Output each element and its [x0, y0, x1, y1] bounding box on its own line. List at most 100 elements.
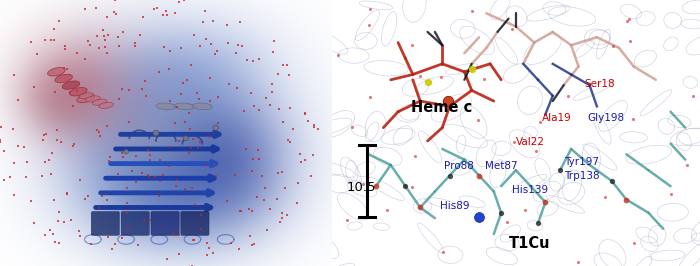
Point [40, 132, 51, 136]
Point [94, 46, 105, 50]
Point [285, 106, 296, 111]
Ellipse shape [62, 81, 80, 89]
Point [188, 238, 199, 242]
Point [62, 192, 73, 196]
FancyBboxPatch shape [121, 211, 149, 235]
Point [681, 163, 692, 167]
Ellipse shape [99, 102, 113, 109]
Point [248, 103, 260, 108]
Point [629, 241, 640, 245]
Point [189, 203, 200, 207]
Point [159, 44, 170, 49]
Point [195, 44, 206, 48]
Point [300, 111, 311, 115]
Point [79, 197, 90, 201]
Point [261, 228, 272, 232]
Point [211, 174, 222, 178]
Point [608, 44, 619, 48]
Text: Gly198: Gly198 [588, 113, 625, 123]
Ellipse shape [69, 88, 87, 96]
Point [291, 200, 302, 205]
Point [300, 112, 311, 116]
Point [628, 117, 639, 122]
Point [406, 43, 417, 47]
Point [142, 148, 153, 152]
Point [58, 66, 69, 70]
Point [183, 151, 194, 155]
Point [400, 184, 411, 188]
Point [247, 157, 258, 161]
Point [212, 95, 223, 99]
Point [370, 184, 382, 188]
Point [160, 9, 172, 13]
Point [104, 159, 115, 163]
Point [143, 173, 154, 177]
Point [175, 46, 186, 50]
Ellipse shape [55, 74, 73, 83]
Point [83, 39, 94, 43]
Point [466, 67, 477, 71]
Point [174, 0, 185, 4]
Point [253, 108, 265, 113]
Point [150, 131, 162, 135]
Point [113, 97, 125, 101]
Point [169, 10, 181, 15]
Point [82, 194, 93, 198]
Point [25, 199, 36, 203]
Point [90, 6, 101, 10]
Point [64, 90, 76, 94]
Point [200, 163, 211, 167]
Point [180, 136, 191, 140]
Point [267, 90, 278, 94]
Point [54, 19, 65, 23]
Point [139, 79, 150, 83]
Point [246, 169, 258, 173]
Point [132, 243, 144, 247]
Point [155, 158, 166, 162]
Point [164, 163, 175, 168]
Point [50, 240, 61, 244]
Point [264, 207, 275, 211]
Point [162, 13, 173, 17]
Point [0, 178, 10, 182]
Point [170, 184, 181, 189]
Point [121, 201, 132, 205]
Point [144, 218, 155, 222]
Point [144, 153, 155, 157]
Point [178, 81, 189, 85]
Point [225, 241, 237, 245]
Point [364, 23, 375, 27]
Point [358, 182, 369, 186]
Point [222, 23, 233, 28]
Point [0, 138, 6, 142]
Point [466, 9, 477, 13]
Point [284, 140, 295, 144]
Point [312, 127, 323, 131]
Point [13, 144, 24, 148]
Point [50, 90, 61, 94]
Point [204, 135, 216, 139]
Point [201, 240, 212, 245]
Point [39, 232, 50, 237]
Point [162, 257, 173, 261]
Point [47, 151, 58, 155]
Point [519, 208, 531, 212]
Point [66, 218, 77, 223]
Point [414, 205, 426, 210]
Point [9, 73, 20, 77]
Point [123, 120, 134, 124]
Point [508, 140, 519, 144]
Point [48, 198, 60, 202]
Point [61, 67, 72, 71]
Point [622, 19, 633, 23]
Point [130, 180, 141, 184]
Point [164, 49, 175, 53]
Point [181, 78, 193, 82]
Point [189, 33, 200, 38]
Point [48, 38, 60, 42]
Point [124, 88, 135, 92]
Text: Trp138: Trp138 [564, 171, 599, 181]
Point [4, 175, 15, 179]
Point [533, 221, 544, 226]
Point [271, 197, 282, 201]
